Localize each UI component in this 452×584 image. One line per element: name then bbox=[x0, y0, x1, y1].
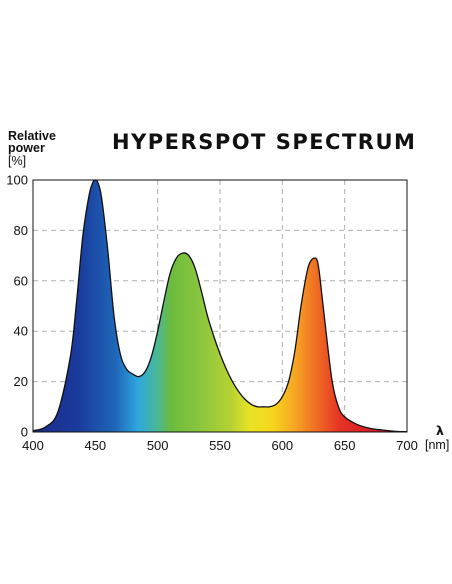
chart-title: HYPERSPOT SPECTRUM bbox=[112, 130, 417, 154]
y-tick-label: 40 bbox=[14, 324, 28, 339]
x-axis-label: λ bbox=[436, 423, 444, 438]
y-axis-label-line1: Relative bbox=[8, 129, 56, 143]
y-axis-ticks: 0 20 40 60 80 100 bbox=[6, 173, 28, 440]
x-axis-unit: [nm] bbox=[425, 438, 450, 452]
y-tick-label: 60 bbox=[14, 273, 28, 288]
x-tick-label: 400 bbox=[22, 438, 44, 453]
x-tick-label: 500 bbox=[147, 438, 169, 453]
y-axis-label-line2: power bbox=[8, 141, 45, 155]
x-tick-label: 550 bbox=[209, 438, 231, 453]
y-tick-label: 0 bbox=[21, 425, 28, 440]
x-tick-label: 600 bbox=[271, 438, 293, 453]
x-tick-label: 650 bbox=[334, 438, 356, 453]
plot-frame bbox=[32, 179, 408, 433]
y-axis-unit: [%] bbox=[8, 154, 27, 168]
spectrum-outline bbox=[32, 179, 408, 433]
spectrum-area bbox=[33, 179, 407, 432]
x-tick-label: 700 bbox=[396, 438, 418, 453]
x-axis-ticks: 400 450 500 550 600 650 700 bbox=[22, 438, 418, 453]
y-tick-label: 80 bbox=[14, 223, 28, 238]
y-tick-label: 20 bbox=[14, 374, 28, 389]
x-tick-label: 450 bbox=[84, 438, 106, 453]
y-tick-label: 100 bbox=[6, 173, 28, 188]
